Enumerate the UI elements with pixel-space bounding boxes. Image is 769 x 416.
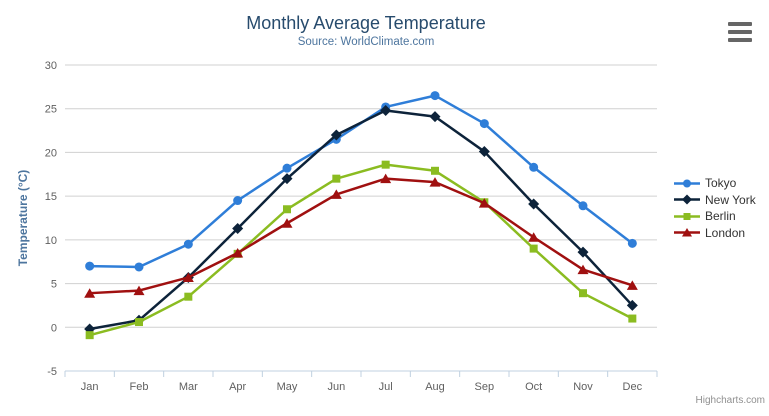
data-point-new-york-apr[interactable] xyxy=(232,222,244,234)
data-point-berlin-dec[interactable] xyxy=(628,314,637,323)
data-point-tokyo-nov[interactable] xyxy=(578,201,588,211)
legend-item-berlin[interactable]: Berlin xyxy=(674,208,756,225)
data-point-london-jun[interactable] xyxy=(330,189,342,199)
series-london xyxy=(84,173,638,298)
series-line-tokyo xyxy=(88,94,634,269)
data-point-london-dec[interactable] xyxy=(626,280,638,290)
chart-title: Monthly Average Temperature xyxy=(246,13,486,33)
data-point-tokyo-aug[interactable] xyxy=(430,91,440,101)
data-point-new-york-oct[interactable] xyxy=(528,198,540,210)
data-point-berlin-jul[interactable] xyxy=(381,160,390,169)
series-line-new-york xyxy=(88,109,634,331)
data-point-london-sep[interactable] xyxy=(478,198,490,208)
series-tokyo xyxy=(85,91,637,272)
legend-item-label: New York xyxy=(705,192,756,207)
data-point-tokyo-dec[interactable] xyxy=(627,238,637,248)
x-axis-label: May xyxy=(277,381,298,393)
data-point-new-york-aug[interactable] xyxy=(429,111,441,123)
data-point-berlin-oct[interactable] xyxy=(529,244,538,253)
x-axis-label: Mar xyxy=(179,381,198,393)
data-point-london-apr[interactable] xyxy=(232,247,244,258)
data-point-london-jan[interactable] xyxy=(84,288,96,298)
data-point-london-aug[interactable] xyxy=(429,177,441,187)
data-point-london-jul[interactable] xyxy=(380,173,392,184)
diamond-legend-marker-icon xyxy=(674,194,700,205)
highcharts-credit-link[interactable]: Highcharts.com xyxy=(695,395,765,406)
x-axis-label: Nov xyxy=(573,381,593,393)
data-point-new-york-sep[interactable] xyxy=(478,146,490,158)
data-point-london-feb[interactable] xyxy=(133,285,145,296)
data-point-london-mar[interactable] xyxy=(182,272,194,282)
x-axis-label: Dec xyxy=(623,381,643,393)
hamburger-icon xyxy=(728,22,754,42)
y-axis-label: 10 xyxy=(45,235,57,247)
legend-item-label: Berlin xyxy=(705,209,736,224)
legend: Tokyo New York Berlin London xyxy=(674,175,756,241)
legend-item-tokyo[interactable]: Tokyo xyxy=(674,175,756,192)
data-point-tokyo-mar[interactable] xyxy=(183,239,193,249)
triangle-legend-marker-icon xyxy=(674,228,700,237)
data-point-berlin-jan[interactable] xyxy=(85,331,94,340)
series-line-london xyxy=(88,177,634,295)
y-axis-label: 20 xyxy=(45,147,57,159)
data-point-berlin-aug[interactable] xyxy=(431,166,439,175)
data-point-tokyo-feb[interactable] xyxy=(134,262,144,272)
data-point-berlin-may[interactable] xyxy=(283,205,291,214)
data-point-london-may[interactable] xyxy=(281,218,293,228)
data-point-new-york-dec[interactable] xyxy=(626,299,638,311)
x-axis-label: Aug xyxy=(425,381,445,393)
data-point-london-oct[interactable] xyxy=(528,232,540,242)
data-point-tokyo-may[interactable] xyxy=(282,163,292,173)
data-point-tokyo-jan[interactable] xyxy=(85,261,95,271)
data-point-tokyo-apr[interactable] xyxy=(233,196,243,206)
x-axis-label: Apr xyxy=(229,381,246,393)
data-point-berlin-mar[interactable] xyxy=(184,292,193,301)
x-axis-label: Sep xyxy=(475,381,495,393)
data-point-berlin-nov[interactable] xyxy=(579,289,587,298)
data-point-tokyo-oct[interactable] xyxy=(529,162,539,172)
legend-item-london[interactable]: London xyxy=(674,225,756,242)
x-axis-label: Jul xyxy=(379,381,393,393)
y-axis-label: -5 xyxy=(47,366,57,378)
y-axis-label: 15 xyxy=(45,191,57,203)
x-axis-label: Jun xyxy=(327,381,345,393)
x-axis-label: Feb xyxy=(130,381,149,393)
circle-legend-marker-icon xyxy=(674,179,700,188)
y-axis-label: 30 xyxy=(45,60,57,72)
data-point-berlin-feb[interactable] xyxy=(135,318,143,327)
legend-item-new-york[interactable]: New York xyxy=(674,192,756,209)
data-point-tokyo-sep[interactable] xyxy=(479,119,489,129)
x-axis-label: Jan xyxy=(81,381,99,393)
chart-subtitle: Source: WorldClimate.com xyxy=(297,36,435,48)
y-axis-title: Temperature (°C) xyxy=(16,170,30,267)
data-point-new-york-nov[interactable] xyxy=(577,246,589,258)
legend-item-label: Tokyo xyxy=(705,176,737,191)
series-line-berlin xyxy=(88,163,634,337)
square-legend-marker-icon xyxy=(674,212,700,220)
x-axis-label: Oct xyxy=(525,381,542,393)
y-axis-label: 0 xyxy=(51,322,57,334)
data-point-new-york-may[interactable] xyxy=(281,173,293,185)
y-axis-label: 5 xyxy=(51,279,57,291)
y-axis-label: 25 xyxy=(45,104,57,116)
data-point-new-york-jun[interactable] xyxy=(330,129,342,141)
data-point-new-york-jul[interactable] xyxy=(380,104,392,116)
export-menu-button[interactable] xyxy=(728,21,754,43)
data-point-berlin-jun[interactable] xyxy=(332,174,341,183)
series-new-york xyxy=(84,104,638,335)
data-point-london-nov[interactable] xyxy=(577,264,589,275)
legend-item-label: London xyxy=(705,225,746,240)
